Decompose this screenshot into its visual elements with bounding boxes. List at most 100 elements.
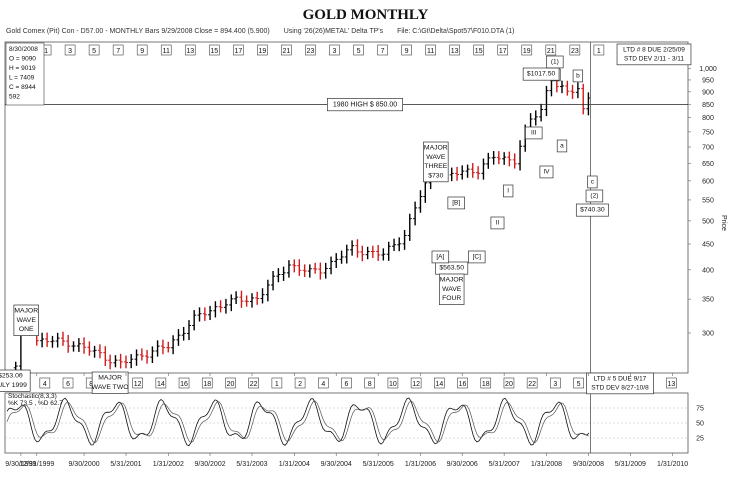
info-box-line: 592 xyxy=(9,94,20,101)
top-cycle-box xyxy=(257,44,268,56)
low-2008-box xyxy=(575,203,609,217)
top-cycle-box xyxy=(353,44,364,56)
top-cycle-box xyxy=(329,44,340,56)
info-box-line: O = 9090 xyxy=(9,56,36,63)
wave-iii-text: III xyxy=(531,129,537,136)
bottom-cycle-label: 4 xyxy=(43,381,47,388)
x-tick-label: 9/30/2000 xyxy=(68,461,99,468)
wave-A-box xyxy=(431,250,450,264)
info-box-line: L = 7409 xyxy=(9,75,35,82)
bottom-cycle-box xyxy=(341,377,352,389)
chart-header: Gold Comex (Pit) Con - D57.00 - MONTHLY … xyxy=(6,28,526,35)
y-tick-label: 350 xyxy=(702,297,714,304)
bottom-cycle-box xyxy=(294,377,306,389)
wave-2-text: (2) xyxy=(590,192,598,199)
top-cycle-box xyxy=(593,44,605,56)
major-wave-three-box xyxy=(423,141,449,183)
x-tick-label: 5/31/2007 xyxy=(489,461,520,468)
wave-c-text: c xyxy=(591,178,595,185)
ltd5-box xyxy=(586,372,654,395)
wave-iii-box xyxy=(525,126,543,140)
bottom-cycle-label: 6 xyxy=(66,381,70,388)
bottom-cycle-label: 1 xyxy=(275,381,279,388)
bottom-cycle-label: 6 xyxy=(345,381,349,388)
major-wave-two-text: WAVE TWO xyxy=(92,384,129,391)
top-cycle-box xyxy=(497,44,509,56)
bottom-cycle-label: 22 xyxy=(528,381,536,388)
low-2008-text: $740.30 xyxy=(580,207,605,214)
top-cycle-label: 1 xyxy=(44,48,48,55)
top-cycle-box xyxy=(281,44,292,56)
bottom-cycle-box xyxy=(132,377,143,389)
top-cycle-label: 11 xyxy=(427,48,434,55)
x-tick-label: 1/31/2010 xyxy=(657,461,688,468)
header-file: File: C:\Gt\Delta\Spot57\F010.DTA (1) xyxy=(397,28,515,35)
bottom-cycle-box xyxy=(387,377,399,389)
y-tick-label: 500 xyxy=(702,218,714,225)
wave-A-text: [A] xyxy=(436,253,444,260)
bottom-cycle-box xyxy=(526,377,538,389)
top-cycle-label: 15 xyxy=(475,48,483,55)
top-cycle-label: 21 xyxy=(547,48,555,55)
top-cycle-box xyxy=(209,44,220,56)
wave-four-price-text: $563.50 xyxy=(439,265,464,272)
top-cycle-box xyxy=(136,44,148,56)
ltd5-text: LTD # 5 DUE 9/17 xyxy=(594,375,647,382)
high-1980-label-box xyxy=(327,98,404,112)
major-wave-one-text: ONE xyxy=(19,326,34,333)
major-wave-three-text: MAJOR xyxy=(424,145,448,152)
top-cycle-label: 13 xyxy=(451,48,459,55)
bottom-cycle-label: 2 xyxy=(298,381,302,388)
high-1980-label-text: 1980 HIGH $ 850.00 xyxy=(333,101,397,108)
y-tick-label: 1,000 xyxy=(699,66,717,73)
low-1999-box xyxy=(0,369,31,392)
bottom-cycle-label: 3 xyxy=(553,381,557,388)
stochastic-title: Stochastic(8,3,3) xyxy=(8,393,57,400)
stochastic-panel: Stochastic(8,3,3)%K 73.5 , %D 62.7 25 50 75 xyxy=(5,393,704,447)
wave-b-text: b xyxy=(576,72,580,79)
bottom-cycle-box xyxy=(364,377,376,389)
y-tick-label: 300 xyxy=(702,330,714,337)
bottom-cycle-label: 10 xyxy=(389,381,397,388)
info-box xyxy=(5,42,45,106)
peak-label-1-box xyxy=(546,55,564,69)
bottom-cycle-label: 20 xyxy=(227,381,235,388)
top-cycle-box xyxy=(569,44,581,56)
top-cycle-label: 5 xyxy=(92,48,96,55)
bottom-cycle-box xyxy=(39,377,51,389)
y-tick-label: 750 xyxy=(702,129,714,136)
bottom-cycle-box xyxy=(480,377,492,389)
major-wave-three-text: WAVE xyxy=(426,154,446,161)
stochastic-d-line xyxy=(6,400,590,444)
top-cycle-label: 19 xyxy=(523,48,531,55)
header-indicator: Using '26(26)METAL' Delta TP's xyxy=(283,28,384,35)
top-cycle-label: 17 xyxy=(499,48,507,55)
top-cycle-box xyxy=(449,44,460,56)
price-panel-frame xyxy=(4,41,689,374)
y-tick-label: 450 xyxy=(702,241,714,248)
y-tick-label: 950 xyxy=(702,77,714,84)
bottom-cycle-label: 18 xyxy=(203,381,211,388)
low-1999-text: $253.00 xyxy=(0,373,23,380)
top-cycle-box xyxy=(425,44,436,56)
bottom-cycle-label: 16 xyxy=(180,381,188,388)
major-wave-four-text: WAVE xyxy=(442,286,462,293)
top-cycle-label: 11 xyxy=(163,48,170,55)
top-cycle-label: 17 xyxy=(234,48,242,55)
bottom-cycle-box xyxy=(248,377,259,389)
bottom-cycle-label: 14 xyxy=(157,381,165,388)
bottom-cycle-label: 4 xyxy=(321,381,325,388)
wave-i-box xyxy=(503,184,514,198)
top-cycle-box xyxy=(88,44,100,56)
x-tick-label: 5/31/2001 xyxy=(110,461,141,468)
stochastic-tick-label: 75 xyxy=(696,406,704,413)
major-wave-three-text: THREE xyxy=(424,163,448,170)
peak-label-1-text: (1) xyxy=(551,58,559,65)
top-cycle-box xyxy=(545,44,557,56)
stochastic-readout: %K 73.5 , %D 62.7 xyxy=(8,400,63,407)
major-wave-two-box xyxy=(91,371,129,394)
wave-B-box xyxy=(447,196,465,210)
top-cycle-box xyxy=(112,44,124,56)
